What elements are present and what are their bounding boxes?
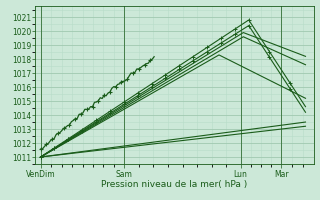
X-axis label: Pression niveau de la mer( hPa ): Pression niveau de la mer( hPa ) xyxy=(101,180,248,189)
